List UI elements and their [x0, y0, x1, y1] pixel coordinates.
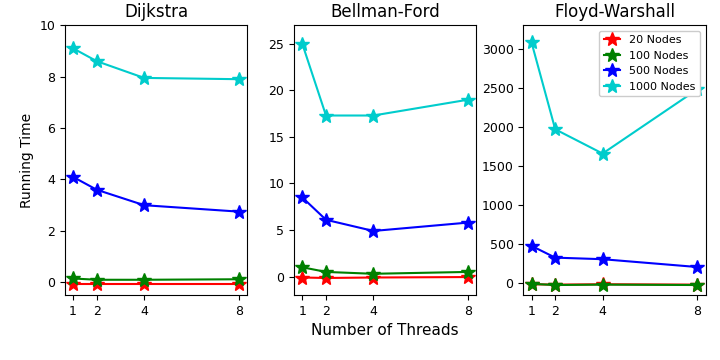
Line: 500 Nodes: 500 Nodes: [525, 239, 704, 274]
500 Nodes: [298, 195, 307, 199]
500 Nodes: [140, 203, 148, 207]
Line: 1000 Nodes: 1000 Nodes: [525, 36, 704, 161]
500 Nodes: [69, 175, 78, 179]
Line: 500 Nodes: 500 Nodes: [295, 190, 475, 238]
100 Nodes: [140, 278, 148, 282]
Title: Floyd-Warshall: Floyd-Warshall: [554, 3, 675, 21]
Line: 1000 Nodes: 1000 Nodes: [295, 37, 475, 122]
500 Nodes: [693, 265, 701, 269]
20 Nodes: [598, 282, 607, 287]
1000 Nodes: [298, 42, 307, 46]
20 Nodes: [322, 276, 330, 280]
Line: 500 Nodes: 500 Nodes: [66, 170, 246, 219]
500 Nodes: [92, 188, 101, 192]
Y-axis label: Running Time: Running Time: [19, 113, 34, 208]
20 Nodes: [527, 282, 536, 287]
20 Nodes: [551, 283, 559, 287]
1000 Nodes: [464, 98, 472, 102]
20 Nodes: [69, 282, 78, 286]
Line: 100 Nodes: 100 Nodes: [66, 271, 246, 287]
20 Nodes: [235, 282, 243, 286]
1000 Nodes: [551, 127, 559, 131]
1000 Nodes: [69, 46, 78, 50]
500 Nodes: [527, 244, 536, 248]
100 Nodes: [464, 270, 472, 274]
100 Nodes: [598, 283, 607, 287]
20 Nodes: [693, 283, 701, 287]
500 Nodes: [322, 218, 330, 222]
100 Nodes: [322, 270, 330, 274]
Legend: 20 Nodes, 100 Nodes, 500 Nodes, 1000 Nodes: 20 Nodes, 100 Nodes, 500 Nodes, 1000 Nod…: [599, 31, 700, 96]
1000 Nodes: [527, 40, 536, 45]
500 Nodes: [551, 256, 559, 260]
Line: 100 Nodes: 100 Nodes: [295, 260, 475, 281]
100 Nodes: [235, 277, 243, 282]
100 Nodes: [527, 282, 536, 286]
500 Nodes: [598, 257, 607, 261]
1000 Nodes: [693, 87, 701, 91]
500 Nodes: [464, 220, 472, 225]
Line: 20 Nodes: 20 Nodes: [295, 270, 475, 285]
1000 Nodes: [369, 113, 378, 118]
20 Nodes: [298, 275, 307, 280]
Line: 20 Nodes: 20 Nodes: [525, 277, 704, 292]
1000 Nodes: [92, 59, 101, 63]
1000 Nodes: [322, 113, 330, 118]
500 Nodes: [369, 229, 378, 233]
Title: Dijkstra: Dijkstra: [124, 3, 188, 21]
X-axis label: Number of Threads: Number of Threads: [311, 324, 459, 338]
100 Nodes: [551, 283, 559, 287]
100 Nodes: [298, 265, 307, 269]
100 Nodes: [369, 272, 378, 276]
20 Nodes: [369, 275, 378, 280]
20 Nodes: [92, 282, 101, 286]
500 Nodes: [235, 210, 243, 214]
Line: 1000 Nodes: 1000 Nodes: [66, 41, 246, 86]
100 Nodes: [693, 283, 701, 287]
100 Nodes: [92, 278, 101, 282]
Title: Bellman-Ford: Bellman-Ford: [330, 3, 440, 21]
100 Nodes: [69, 276, 78, 281]
20 Nodes: [464, 275, 472, 279]
20 Nodes: [140, 282, 148, 286]
Line: 100 Nodes: 100 Nodes: [525, 277, 704, 292]
1000 Nodes: [598, 152, 607, 156]
1000 Nodes: [235, 77, 243, 81]
Line: 20 Nodes: 20 Nodes: [66, 277, 246, 291]
1000 Nodes: [140, 76, 148, 80]
